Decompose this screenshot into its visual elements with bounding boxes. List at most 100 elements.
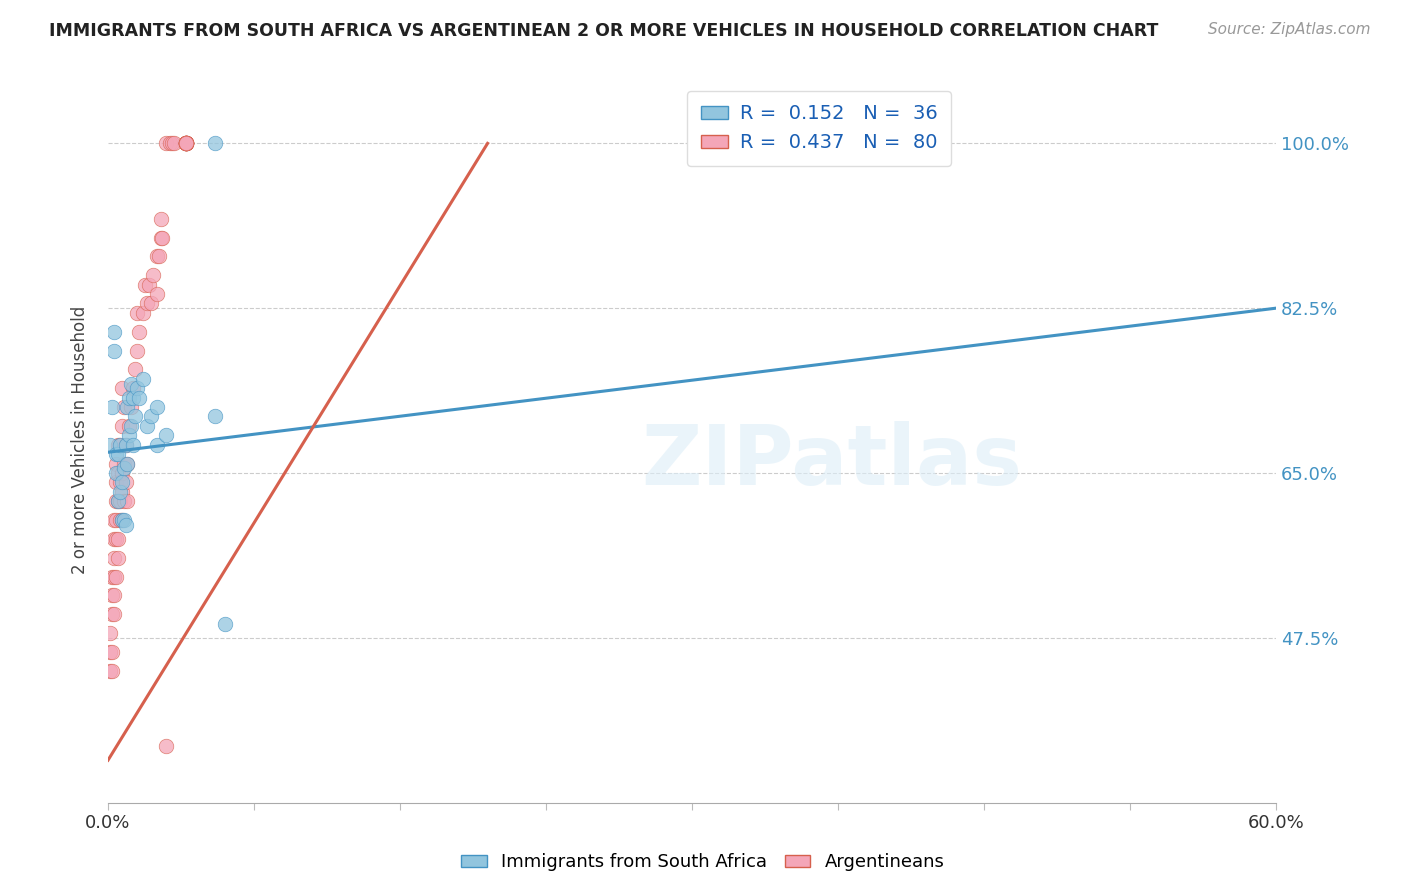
Point	[107, 447, 129, 461]
Point	[174, 136, 197, 151]
Point	[149, 230, 172, 244]
Point	[101, 569, 124, 583]
Point	[112, 400, 135, 414]
Point	[135, 296, 157, 310]
Point	[107, 438, 129, 452]
Point	[120, 400, 142, 414]
Point	[127, 343, 149, 358]
Point	[174, 136, 197, 151]
Point	[120, 376, 142, 391]
Point	[122, 438, 145, 452]
Point	[149, 211, 172, 226]
Text: Source: ZipAtlas.com: Source: ZipAtlas.com	[1208, 22, 1371, 37]
Point	[138, 277, 160, 292]
Text: IMMIGRANTS FROM SOUTH AFRICA VS ARGENTINEAN 2 OR MORE VEHICLES IN HOUSEHOLD CORR: IMMIGRANTS FROM SOUTH AFRICA VS ARGENTIN…	[49, 22, 1159, 40]
Point	[101, 607, 124, 622]
Point	[174, 136, 197, 151]
Point	[124, 362, 146, 376]
Point	[110, 475, 132, 490]
Point	[112, 461, 135, 475]
Point	[103, 569, 125, 583]
Y-axis label: 2 or more Vehicles in Household: 2 or more Vehicles in Household	[72, 306, 89, 574]
Point	[122, 381, 145, 395]
Point	[107, 532, 129, 546]
Point	[108, 484, 131, 499]
Point	[103, 550, 125, 565]
Point	[139, 296, 162, 310]
Point	[107, 494, 129, 508]
Point	[120, 418, 142, 433]
Point	[117, 457, 139, 471]
Point	[108, 438, 131, 452]
Point	[174, 136, 197, 151]
Point	[118, 418, 141, 433]
Legend: Immigrants from South Africa, Argentineans: Immigrants from South Africa, Argentinea…	[454, 847, 952, 879]
Point	[110, 513, 132, 527]
Point	[174, 136, 197, 151]
Point	[108, 494, 131, 508]
Point	[103, 532, 125, 546]
Point	[155, 136, 177, 151]
Point	[114, 438, 136, 452]
Point	[174, 136, 197, 151]
Point	[132, 306, 155, 320]
Point	[98, 438, 121, 452]
Point	[114, 475, 136, 490]
Point	[101, 645, 124, 659]
Point	[214, 616, 236, 631]
Point	[204, 136, 226, 151]
Point	[174, 136, 197, 151]
Point	[142, 268, 165, 283]
Point	[145, 400, 167, 414]
Point	[114, 438, 136, 452]
Point	[155, 739, 177, 753]
Point	[112, 513, 135, 527]
Point	[103, 588, 125, 602]
Point	[132, 372, 155, 386]
Legend: R =  0.152   N =  36, R =  0.437   N =  80: R = 0.152 N = 36, R = 0.437 N = 80	[688, 91, 950, 166]
Point	[117, 400, 139, 414]
Point	[139, 409, 162, 424]
Point	[174, 136, 197, 151]
Point	[104, 494, 127, 508]
Point	[110, 484, 132, 499]
Point	[114, 517, 136, 532]
Point	[103, 325, 125, 339]
Point	[107, 466, 129, 480]
Point	[104, 532, 127, 546]
Point	[174, 136, 197, 151]
Point	[98, 626, 121, 640]
Point	[110, 418, 132, 433]
Point	[98, 645, 121, 659]
Point	[145, 438, 167, 452]
Point	[128, 391, 150, 405]
Point	[104, 466, 127, 480]
Point	[101, 664, 124, 678]
Point	[101, 588, 124, 602]
Point	[104, 513, 127, 527]
Point	[127, 381, 149, 395]
Point	[110, 466, 132, 480]
Point	[118, 428, 141, 442]
Point	[101, 400, 124, 414]
Point	[103, 513, 125, 527]
Point	[160, 136, 183, 151]
Text: ZIPatlas: ZIPatlas	[641, 421, 1022, 502]
Point	[174, 136, 197, 151]
Point	[110, 513, 132, 527]
Point	[159, 136, 181, 151]
Point	[103, 343, 125, 358]
Point	[104, 569, 127, 583]
Point	[145, 287, 167, 301]
Point	[152, 230, 174, 244]
Point	[148, 249, 170, 263]
Point	[107, 550, 129, 565]
Point	[155, 428, 177, 442]
Point	[174, 136, 197, 151]
Point	[107, 494, 129, 508]
Point	[112, 457, 135, 471]
Point	[174, 136, 197, 151]
Point	[112, 494, 135, 508]
Point	[134, 277, 156, 292]
Point	[145, 249, 167, 263]
